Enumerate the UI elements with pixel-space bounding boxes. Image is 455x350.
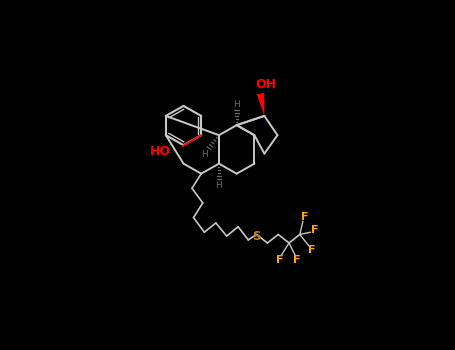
Text: F: F <box>301 212 308 222</box>
Text: F: F <box>311 225 318 235</box>
Text: HO: HO <box>150 145 171 158</box>
Text: H: H <box>233 100 240 109</box>
Text: F: F <box>276 255 283 265</box>
Text: OH: OH <box>255 78 277 91</box>
Text: F: F <box>308 245 315 255</box>
Text: F: F <box>293 255 300 265</box>
Text: S: S <box>252 230 260 243</box>
Text: H: H <box>201 150 207 159</box>
Text: H: H <box>216 181 222 190</box>
Polygon shape <box>257 93 264 116</box>
